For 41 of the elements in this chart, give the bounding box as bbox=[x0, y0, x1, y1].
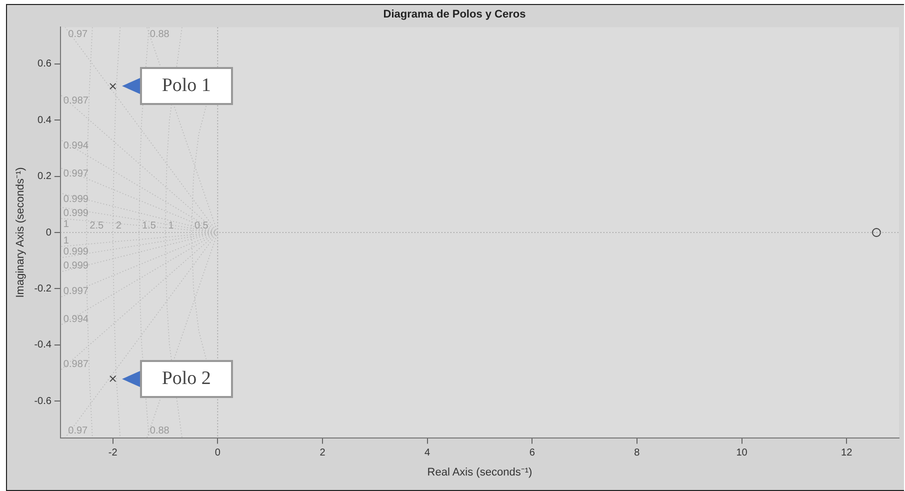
x-axis-title: Real Axis (seconds⁻¹) bbox=[427, 466, 532, 478]
series-label: 2.5 bbox=[90, 220, 104, 232]
series-label: 0.994 bbox=[63, 314, 89, 326]
series-label: 0.997 bbox=[63, 286, 89, 297]
y-tick-label: -0.6 bbox=[34, 396, 52, 407]
series-label: 2 bbox=[116, 220, 122, 232]
series-label: 0.994 bbox=[63, 140, 89, 152]
series-label: 0.97 bbox=[68, 426, 88, 437]
series-label: 0.999 bbox=[63, 246, 89, 258]
x-tick-label: 0 bbox=[214, 448, 221, 459]
y-tick-label: 0.6 bbox=[38, 58, 52, 70]
y-tick-label: 0.4 bbox=[38, 114, 52, 126]
x-tick-label: 2 bbox=[320, 448, 326, 459]
series-label: 1 bbox=[63, 235, 70, 246]
x-tick-label: 12 bbox=[841, 448, 853, 459]
y-tick-label: -0.2 bbox=[34, 283, 52, 294]
series-label: 1.5 bbox=[142, 220, 156, 232]
text: Polo 1 bbox=[140, 67, 233, 106]
series-label: 0.88 bbox=[150, 28, 170, 40]
y-tick-label: -0.4 bbox=[34, 340, 52, 351]
chart-title: Diagrama de Polos y Ceros bbox=[383, 8, 526, 21]
y-tick-label: 0.2 bbox=[38, 171, 52, 182]
y-axis-title: Imaginary Axis (seconds⁻¹) bbox=[14, 167, 27, 298]
x-tick-label: 4 bbox=[424, 448, 431, 459]
x-tick-label: 10 bbox=[736, 448, 748, 459]
series-label: 0.987 bbox=[63, 359, 89, 370]
x-tick-label: 8 bbox=[634, 448, 640, 459]
series-label: 0.997 bbox=[63, 168, 89, 180]
x-tick-label: -2 bbox=[108, 448, 118, 459]
series-label: 0.88 bbox=[150, 426, 170, 437]
series-label: 0.97 bbox=[68, 28, 88, 40]
series-label: 0.999 bbox=[63, 260, 89, 272]
x-tick-label: 6 bbox=[529, 448, 536, 459]
series-label: 0.999 bbox=[63, 208, 89, 219]
text: Polo 2 bbox=[140, 360, 233, 398]
series-label: 1 bbox=[63, 219, 70, 230]
series-label: 0.999 bbox=[63, 194, 89, 205]
series-label: 0.5 bbox=[194, 220, 209, 232]
y-tick-label: 0 bbox=[46, 227, 52, 238]
series-label: 0.987 bbox=[63, 95, 89, 106]
series-label: 1 bbox=[168, 220, 174, 232]
